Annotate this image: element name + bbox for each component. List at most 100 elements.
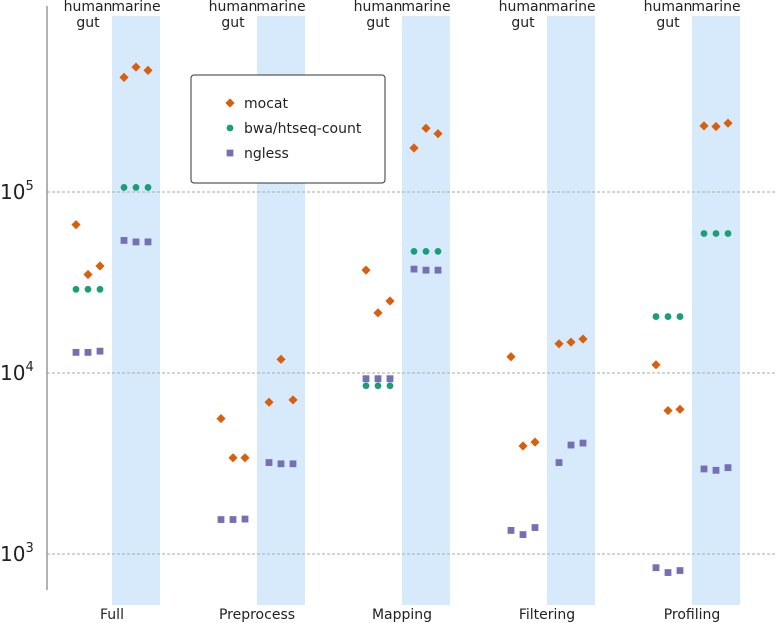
point-diamond [71, 220, 81, 230]
group-label: human [644, 0, 693, 15]
point-square [374, 375, 382, 383]
point-square [531, 524, 539, 531]
point-circle [96, 285, 104, 293]
point-diamond [530, 437, 540, 447]
y-tick-labels: 103 104 105 [0, 179, 34, 566]
legend-label: mocat [244, 96, 288, 112]
point-square [229, 516, 237, 523]
category-label: Full [100, 607, 124, 623]
point-square [277, 460, 285, 468]
y-tick-label: 104 [0, 360, 34, 385]
point-square [434, 266, 442, 274]
point-circle [700, 230, 708, 237]
group-label: marine [256, 0, 305, 15]
category-labels: Full Preprocess Mapping Filtering Profiling [100, 607, 720, 623]
point-square [386, 375, 394, 383]
category-label: Filtering [519, 607, 575, 623]
point-diamond [264, 397, 274, 407]
point-square [132, 238, 140, 246]
point-circle [712, 230, 720, 237]
group-label: gut [221, 15, 245, 31]
point-diamond [675, 404, 685, 414]
legend-marker-circle [226, 124, 234, 132]
point-square [712, 466, 720, 474]
point-circle [434, 247, 442, 255]
group-label: marine [111, 0, 160, 15]
point-square [96, 347, 104, 355]
point-diamond [119, 72, 129, 82]
point-diamond [131, 62, 141, 72]
legend-label: ngless [244, 146, 289, 162]
point-circle [144, 184, 152, 191]
group-label: gut [76, 15, 100, 31]
point-circle [374, 382, 382, 390]
point-circle [84, 285, 92, 293]
group-label: human [209, 0, 258, 15]
group-label: gut [656, 15, 680, 31]
point-square [120, 237, 128, 244]
point-diamond [276, 354, 286, 364]
point-circle [676, 313, 684, 320]
point-diamond [651, 360, 661, 370]
legend-marker-square [226, 149, 234, 157]
group-label: human [64, 0, 113, 15]
point-square [362, 375, 370, 383]
point-diamond [240, 453, 250, 463]
point-circle [386, 382, 394, 390]
y-tick-label: 105 [0, 179, 34, 204]
point-circle [664, 313, 672, 320]
point-diamond [518, 441, 528, 451]
point-square [700, 465, 708, 473]
marine-band [692, 16, 740, 605]
point-circle [422, 247, 430, 255]
group-label: gut [366, 15, 390, 31]
point-square [422, 266, 430, 274]
marine-band [112, 16, 160, 605]
point-diamond [723, 118, 733, 128]
point-square [676, 567, 684, 574]
point-square [724, 464, 732, 472]
category-label: Profiling [664, 607, 721, 623]
point-square [410, 265, 418, 273]
point-square [507, 527, 515, 534]
point-diamond [554, 339, 564, 349]
category-label: Preprocess [219, 607, 295, 623]
point-diamond [699, 121, 709, 131]
point-square [84, 348, 92, 356]
point-diamond [83, 269, 93, 280]
group-label: marine [401, 0, 450, 15]
point-diamond [373, 308, 383, 318]
point-square [289, 460, 297, 468]
point-diamond [95, 261, 105, 271]
group-label: marine [546, 0, 595, 15]
point-diamond [578, 334, 588, 344]
legend: mocat bwa/htseq-count ngless [190, 74, 386, 184]
point-diamond [663, 405, 673, 416]
point-diamond [409, 143, 419, 153]
point-circle [72, 285, 80, 293]
point-diamond [288, 395, 298, 405]
legend-box [190, 74, 386, 184]
legend-marker-diamond [225, 98, 235, 108]
point-diamond [216, 413, 226, 424]
point-diamond [228, 453, 238, 463]
point-diamond [433, 129, 443, 139]
point-square [241, 515, 249, 523]
point-circle [132, 184, 140, 191]
group-label: gut [511, 15, 535, 31]
point-circle [724, 230, 732, 237]
point-square [567, 441, 575, 449]
group-label: human [499, 0, 548, 15]
point-square [519, 531, 527, 538]
point-circle [120, 184, 128, 191]
point-square [664, 569, 672, 576]
point-circle [362, 382, 370, 390]
gridlines [47, 191, 777, 555]
point-diamond [143, 65, 153, 75]
point-square [217, 516, 225, 523]
point-square [72, 348, 80, 356]
point-circle [652, 313, 660, 320]
point-diamond [711, 121, 721, 132]
